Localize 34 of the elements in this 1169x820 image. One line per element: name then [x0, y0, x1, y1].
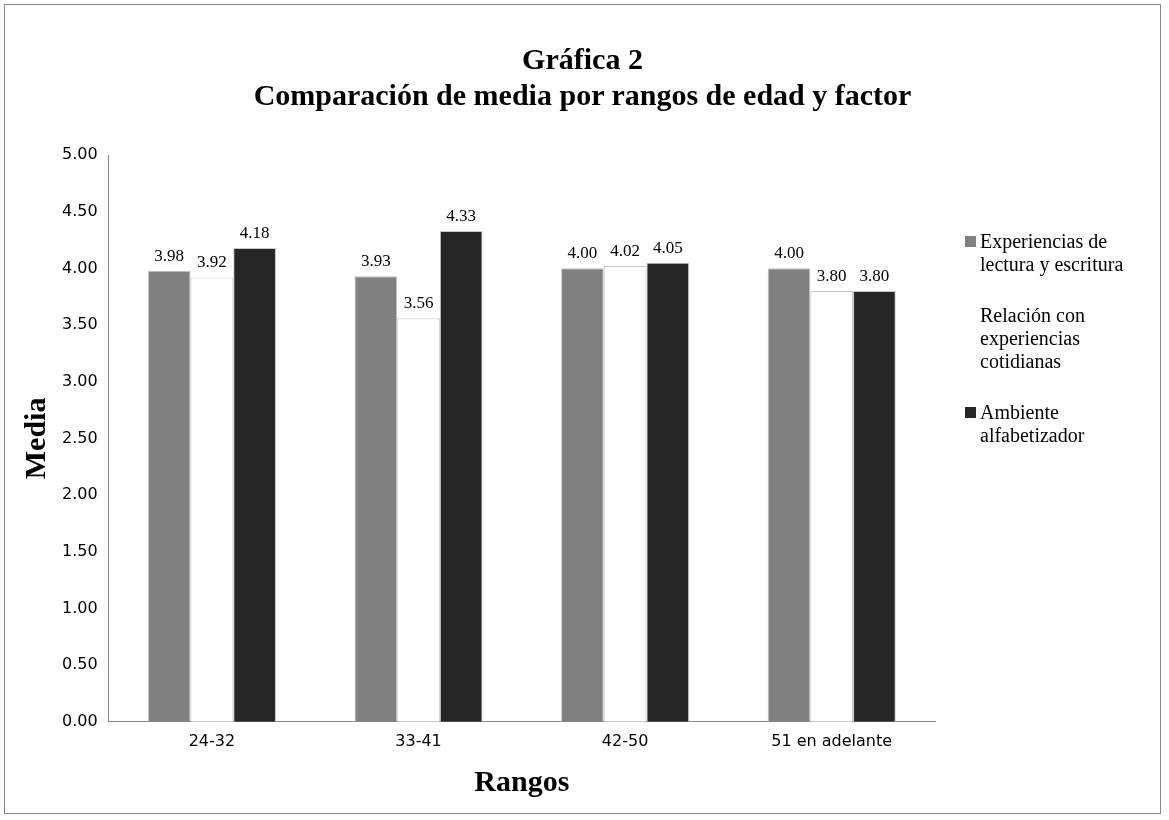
y-tick-label: 2.50: [62, 427, 98, 447]
y-axis-title: Media: [17, 397, 51, 480]
x-tick-label: 24-32: [188, 730, 236, 750]
data-label: 3.92: [197, 252, 227, 272]
x-tick-label: 33-41: [395, 730, 442, 750]
data-label: 4.00: [774, 243, 804, 263]
y-tick-label: 5.00: [62, 144, 98, 164]
data-label: 4.33: [446, 205, 477, 225]
y-tick-label: 4.50: [62, 200, 98, 220]
data-label: 3.56: [403, 293, 434, 313]
chart-title: Gráfica 2: [521, 41, 644, 77]
data-label: 3.93: [360, 251, 391, 271]
text: Relación con experiencias cotidianas: [980, 304, 1086, 373]
data-label: 4.18: [239, 222, 270, 242]
y-tick-label: 0.00: [62, 710, 98, 730]
data-label: 3.80: [816, 266, 847, 285]
y-tick-label: 0.50: [62, 654, 98, 674]
legend-label: Ambiente alfabetizador: [980, 401, 1086, 447]
y-tick-label: 4.00: [62, 257, 98, 277]
data-label: 3.98: [154, 245, 185, 265]
y-tick-label: 3.00: [62, 370, 98, 390]
y-tick-label: 3.50: [62, 314, 98, 334]
chart-subtitle: Comparación de media por rangos de edad y factor: [252, 77, 913, 113]
data-label: 4.00: [567, 243, 598, 263]
legend-label: Experiencias de lectura y escritura: [980, 230, 1125, 276]
data-label: 3.80: [859, 266, 890, 285]
y-tick-label: 1.00: [62, 597, 98, 617]
x-tick-label: 51 en adelante: [771, 730, 893, 750]
x-axis-title: Rangos: [474, 763, 570, 797]
y-tick-label: 1.50: [62, 540, 98, 560]
y-tick-label: 2.00: [62, 484, 98, 504]
data-label: 4.02: [610, 241, 640, 261]
data-label: 4.05: [652, 237, 683, 257]
x-tick-label: 42-50: [601, 730, 649, 750]
